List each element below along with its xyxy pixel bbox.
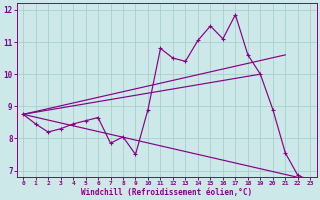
X-axis label: Windchill (Refroidissement éolien,°C): Windchill (Refroidissement éolien,°C) [81,188,252,197]
